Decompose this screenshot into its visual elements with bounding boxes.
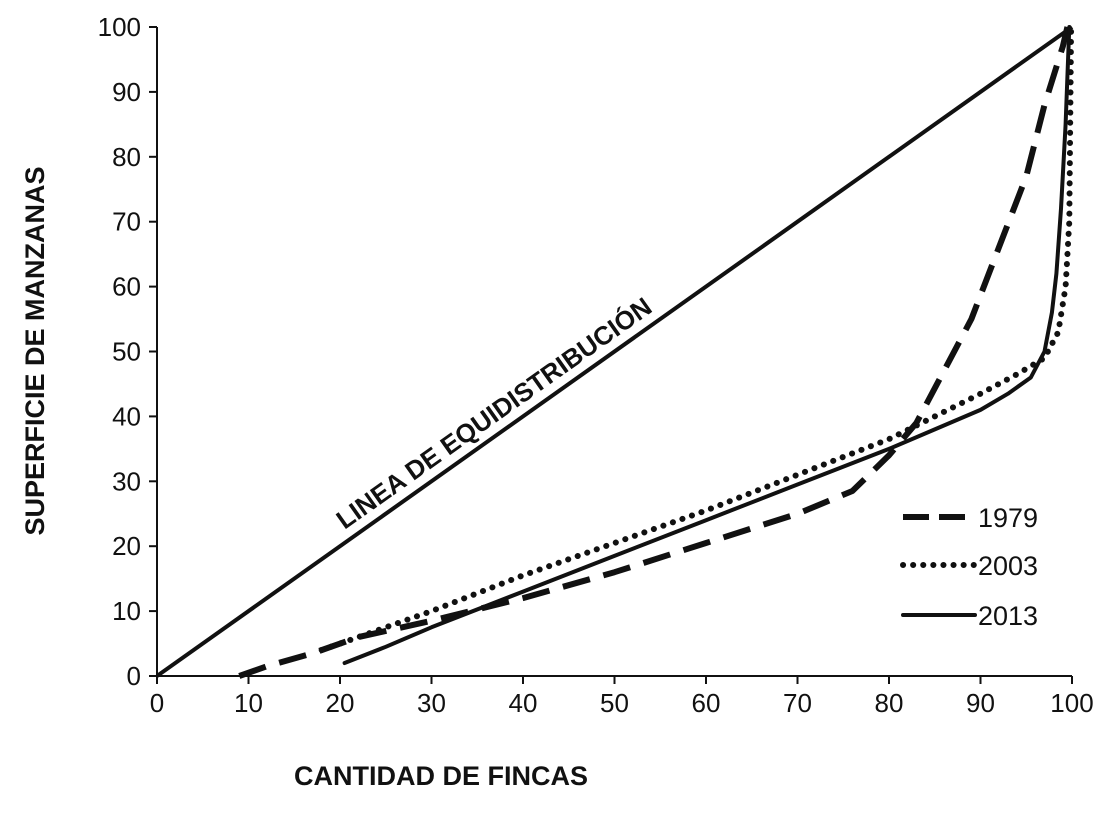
- x-tick-label: 20: [326, 688, 355, 718]
- series-line-2013: [342, 25, 1072, 665]
- y-tick-label: 0: [127, 661, 141, 691]
- y-tick-label: 10: [112, 596, 141, 626]
- series-line-1979: [238, 26, 1071, 679]
- tick-labels: 0 10 20 30 40 50 60 70 80 90 100 0 10 20 30 40 50 60 70 80 9…: [98, 12, 1094, 718]
- y-tick-label: 80: [112, 142, 141, 172]
- y-tick-label: 100: [98, 12, 141, 42]
- x-tick-label: 40: [509, 688, 538, 718]
- y-tick-label: 30: [112, 466, 141, 496]
- y-tick-label: 50: [112, 337, 141, 367]
- equidistribution-line: [155, 25, 1074, 678]
- legend-label-2003: 2003: [978, 551, 1038, 581]
- legend-label-2013: 2013: [978, 601, 1038, 631]
- x-tick-label: 0: [150, 688, 164, 718]
- x-tick-label: 10: [234, 688, 263, 718]
- x-tick-label: 70: [783, 688, 812, 718]
- y-tick-label: 20: [112, 531, 141, 561]
- series-line-2003: [318, 24, 1075, 653]
- legend: 1979 2003 2013: [900, 503, 1038, 631]
- x-tick-label: 30: [417, 688, 446, 718]
- y-tick-label: 90: [112, 77, 141, 107]
- x-tick-label: 60: [692, 688, 721, 718]
- y-tick-label: 60: [112, 272, 141, 302]
- series-lines: [155, 24, 1075, 679]
- x-tick-label: 50: [600, 688, 629, 718]
- x-tick-label: 100: [1050, 688, 1093, 718]
- x-tick-label: 80: [875, 688, 904, 718]
- x-tick-label: 90: [966, 688, 995, 718]
- y-tick-label: 70: [112, 207, 141, 237]
- equidistribution-annotation: LINEA DE EQUIDISTRIBUCIÓN: [331, 291, 657, 535]
- legend-label-1979: 1979: [978, 503, 1038, 533]
- y-axis-title: SUPERFICIE DE MANZANAS: [20, 166, 50, 535]
- x-axis-title: CANTIDAD DE FINCAS: [294, 761, 588, 791]
- y-tick-label: 40: [112, 401, 141, 431]
